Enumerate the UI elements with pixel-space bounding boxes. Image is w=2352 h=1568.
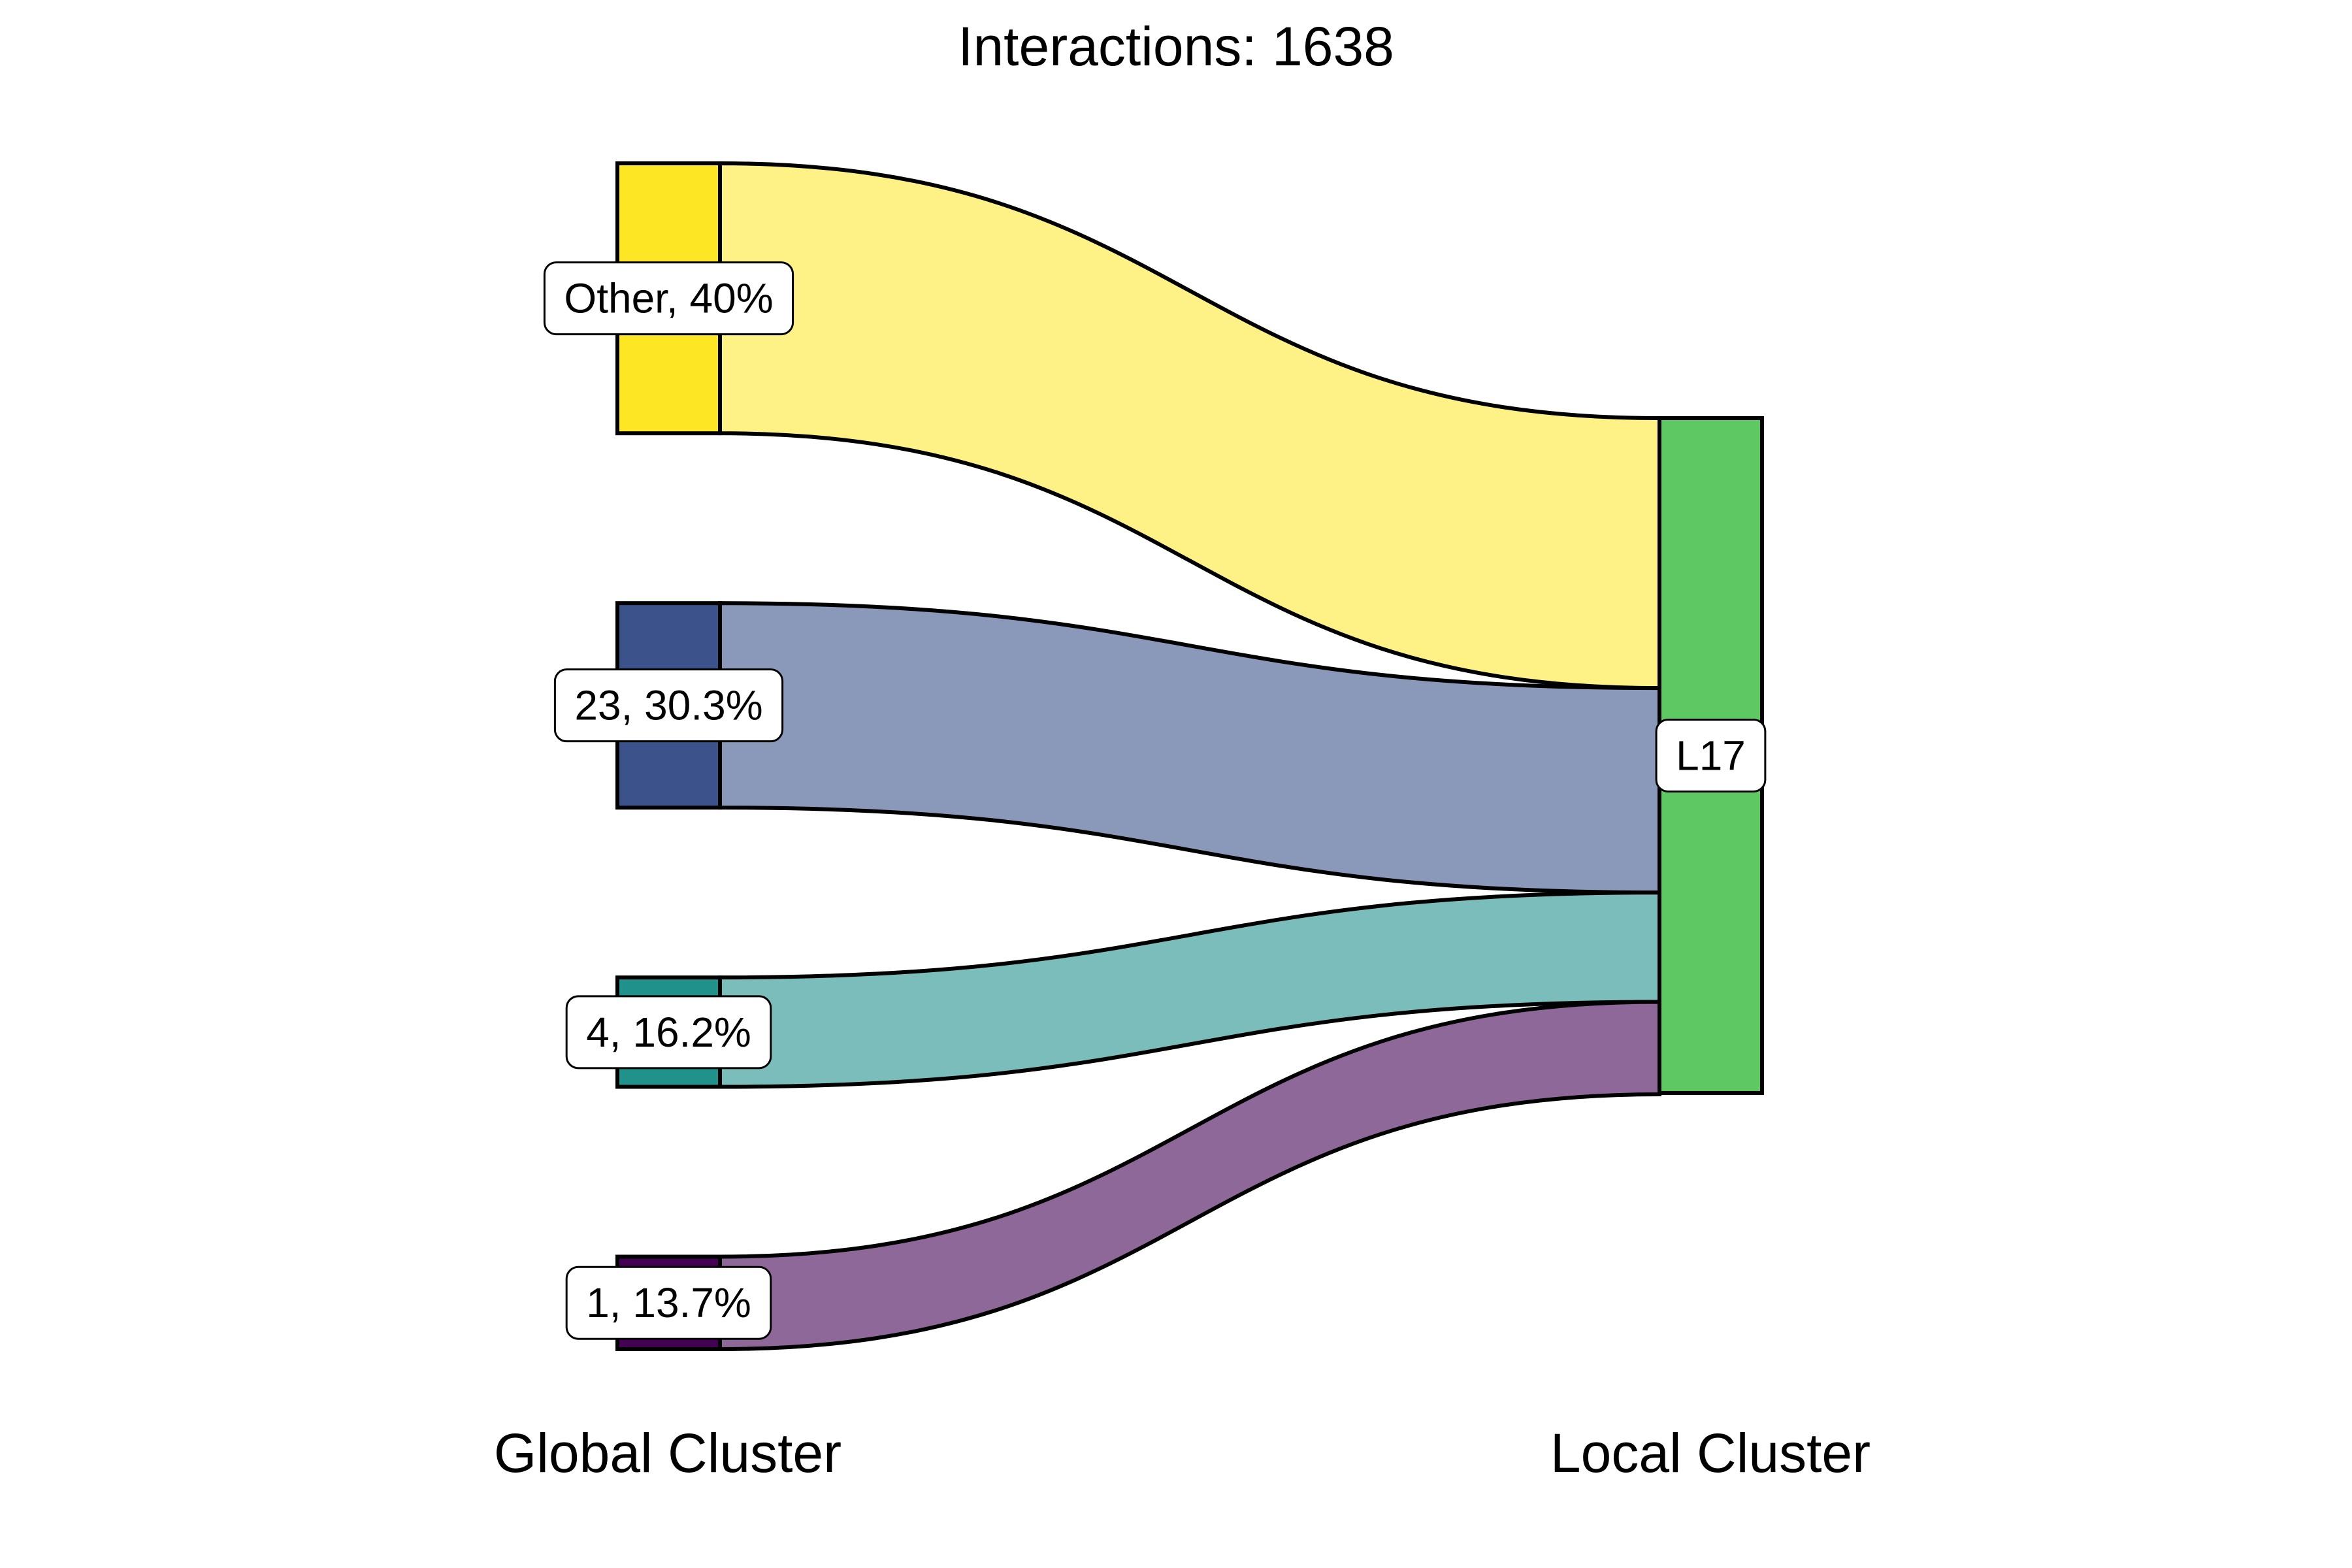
chart-title: Interactions: 1638 (958, 16, 1394, 77)
node-label-other-text: Other, 40% (564, 275, 773, 322)
node-label-other-box (543, 261, 794, 336)
node-label-4-text: 4, 16.2% (586, 1009, 751, 1056)
node-label-23-text: 23, 30.3% (574, 682, 762, 729)
axis-label-local-cluster: Local Cluster (1550, 1422, 1870, 1484)
node-label-1-box (565, 1266, 772, 1340)
node-label-other: Other, 40% (543, 261, 794, 336)
node-label-23-box (553, 668, 784, 743)
node-label-l17-text: L17 (1676, 732, 1746, 779)
labels-layer: Other, 40% 23, 30.3% 4, 16.2% 1, 13.7% L17 (543, 261, 1767, 1340)
node-label-l17-box (1655, 718, 1767, 792)
axis-label-global-cluster: Global Cluster (494, 1422, 841, 1484)
node-label-1-text: 1, 13.7% (586, 1279, 751, 1326)
node-label-4-box (565, 995, 772, 1070)
node-label-4: 4, 16.2% (565, 995, 772, 1070)
flows-layer (718, 161, 1661, 1352)
node-label-l17: L17 (1655, 718, 1767, 792)
node-label-23: 23, 30.3% (553, 668, 784, 743)
node-label-1: 1, 13.7% (565, 1266, 772, 1340)
